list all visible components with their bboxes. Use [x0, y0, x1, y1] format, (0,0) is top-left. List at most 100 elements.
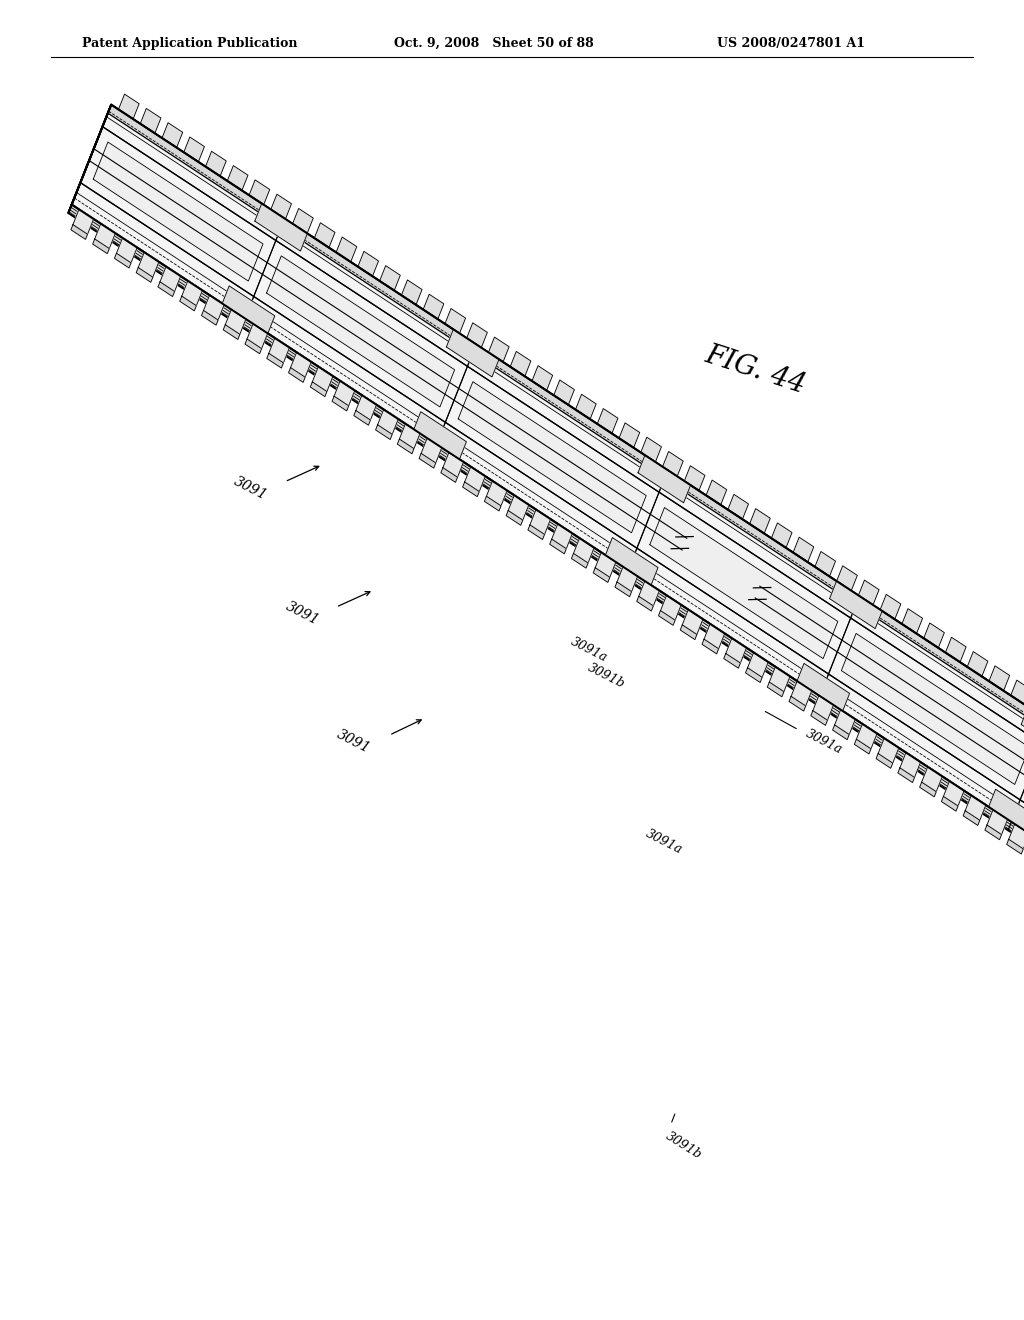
Polygon shape [357, 251, 379, 276]
Polygon shape [138, 252, 159, 277]
Polygon shape [811, 710, 827, 725]
Polygon shape [465, 467, 485, 491]
Polygon shape [119, 94, 139, 119]
Polygon shape [745, 668, 762, 682]
Polygon shape [115, 253, 131, 268]
Polygon shape [332, 396, 349, 411]
Polygon shape [443, 453, 464, 478]
Polygon shape [401, 280, 422, 305]
Polygon shape [293, 209, 313, 234]
Polygon shape [943, 781, 964, 807]
Polygon shape [858, 579, 879, 605]
Polygon shape [72, 104, 1024, 995]
Polygon shape [463, 482, 479, 496]
Polygon shape [595, 553, 615, 577]
Polygon shape [117, 238, 137, 263]
Polygon shape [108, 104, 1024, 904]
Polygon shape [792, 681, 812, 706]
Polygon shape [334, 381, 354, 405]
Polygon shape [399, 424, 420, 449]
Polygon shape [639, 581, 659, 606]
Polygon shape [829, 581, 882, 628]
Polygon shape [552, 524, 572, 549]
Polygon shape [964, 810, 980, 825]
Polygon shape [270, 194, 292, 219]
Polygon shape [554, 380, 574, 405]
Polygon shape [813, 696, 834, 721]
Polygon shape [255, 203, 307, 251]
Polygon shape [767, 682, 784, 697]
Polygon shape [530, 510, 551, 535]
Polygon shape [354, 411, 371, 425]
Polygon shape [922, 767, 942, 792]
Polygon shape [69, 104, 112, 213]
Polygon shape [575, 395, 596, 420]
Text: US 2008/0247801 A1: US 2008/0247801 A1 [717, 37, 865, 50]
Polygon shape [815, 552, 836, 577]
Polygon shape [336, 238, 356, 261]
Text: Oct. 9, 2008   Sheet 50 of 88: Oct. 9, 2008 Sheet 50 of 88 [394, 37, 594, 50]
Text: 3091a: 3091a [643, 828, 684, 857]
Polygon shape [181, 281, 203, 306]
Text: 3091b: 3091b [586, 661, 628, 690]
Polygon shape [797, 664, 850, 711]
Polygon shape [458, 381, 646, 533]
Polygon shape [794, 537, 814, 562]
Polygon shape [650, 508, 838, 659]
Polygon shape [705, 624, 725, 649]
Polygon shape [247, 323, 267, 348]
Polygon shape [680, 624, 697, 640]
Polygon shape [615, 582, 632, 597]
Text: 3091: 3091 [334, 727, 373, 756]
Polygon shape [397, 440, 414, 454]
Polygon shape [356, 395, 377, 420]
Polygon shape [484, 496, 501, 511]
Polygon shape [423, 294, 443, 319]
Polygon shape [267, 354, 284, 368]
Polygon shape [71, 224, 87, 239]
Polygon shape [605, 537, 658, 585]
Text: 3091a: 3091a [804, 727, 845, 756]
Polygon shape [726, 638, 746, 663]
Text: 3091: 3091 [231, 474, 270, 503]
Polygon shape [658, 611, 675, 626]
Polygon shape [1007, 840, 1023, 854]
Polygon shape [380, 265, 400, 290]
Polygon shape [467, 323, 487, 347]
Polygon shape [641, 437, 662, 462]
Polygon shape [989, 665, 1010, 690]
Polygon shape [419, 453, 436, 469]
Polygon shape [1009, 824, 1024, 849]
Polygon shape [93, 239, 110, 253]
Polygon shape [833, 725, 849, 739]
Polygon shape [510, 351, 530, 376]
Polygon shape [225, 309, 246, 334]
Polygon shape [378, 409, 398, 434]
Polygon shape [310, 381, 327, 396]
Polygon shape [183, 137, 205, 162]
Polygon shape [637, 597, 653, 611]
Polygon shape [268, 338, 290, 363]
Polygon shape [856, 723, 877, 748]
Polygon shape [550, 539, 566, 554]
Polygon shape [69, 205, 1024, 1005]
Polygon shape [707, 480, 727, 506]
Polygon shape [898, 768, 914, 783]
Polygon shape [508, 495, 528, 520]
Polygon shape [206, 152, 226, 176]
Polygon shape [1011, 680, 1024, 705]
Polygon shape [314, 223, 335, 248]
Polygon shape [988, 789, 1024, 837]
Polygon shape [750, 508, 770, 533]
Polygon shape [985, 825, 1001, 840]
Polygon shape [528, 525, 545, 540]
Polygon shape [945, 638, 966, 663]
Polygon shape [249, 180, 269, 205]
Text: Patent Application Publication: Patent Application Publication [82, 37, 297, 50]
Polygon shape [202, 310, 218, 325]
Polygon shape [266, 256, 455, 407]
Polygon shape [571, 553, 588, 568]
Polygon shape [854, 739, 871, 754]
Polygon shape [506, 511, 523, 525]
Polygon shape [617, 566, 638, 591]
